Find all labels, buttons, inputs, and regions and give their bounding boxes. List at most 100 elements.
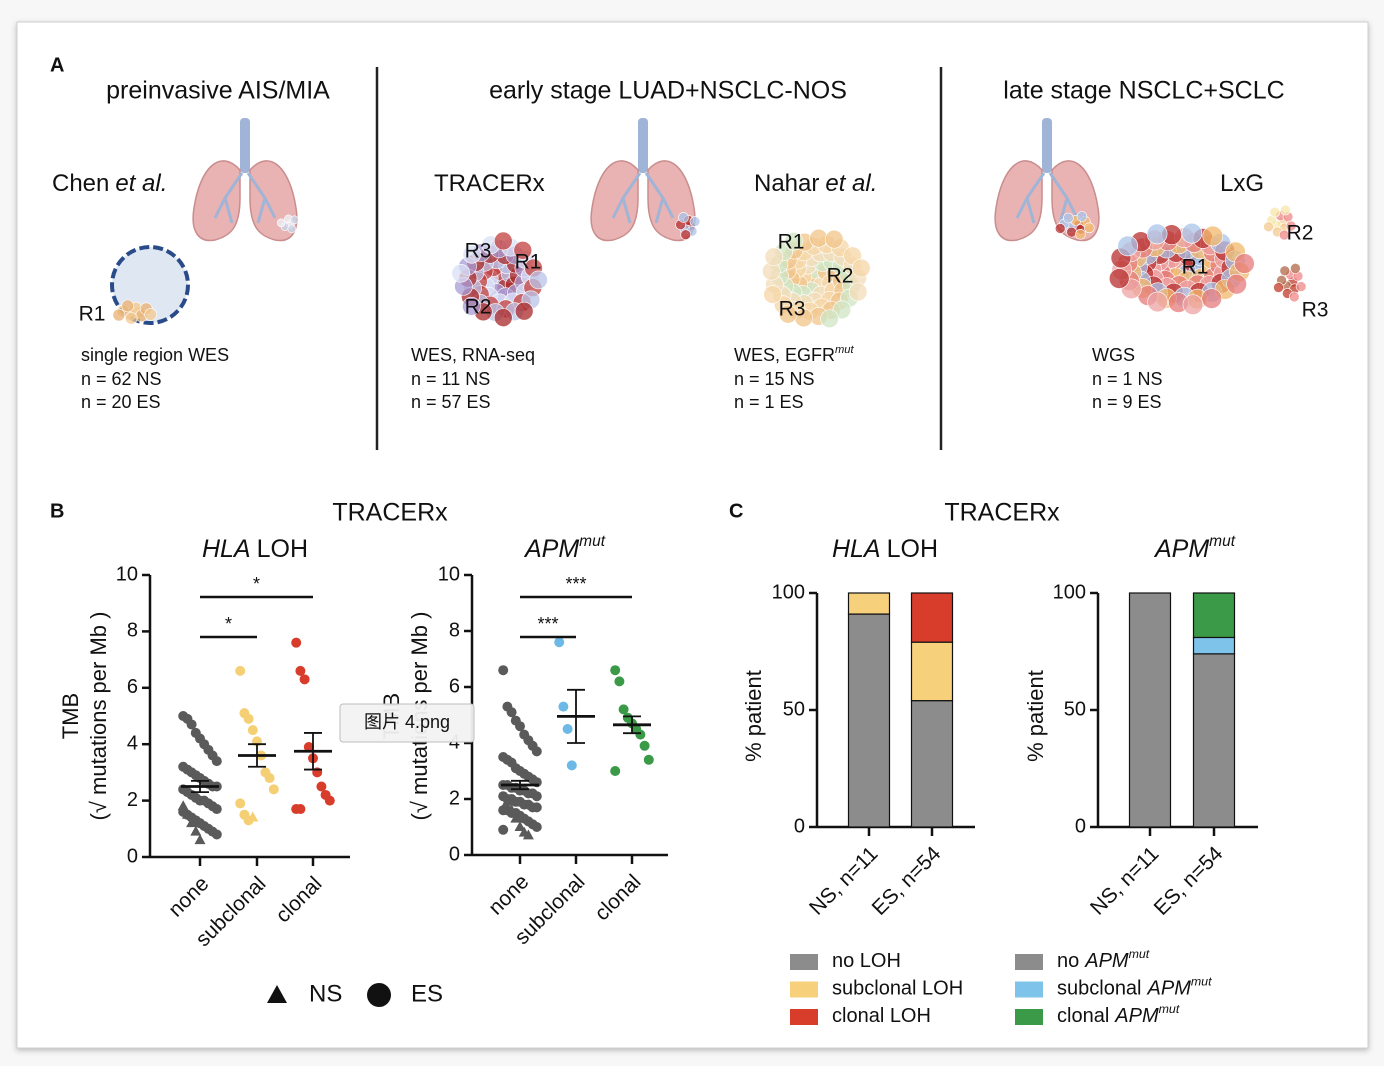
data-point <box>501 795 513 806</box>
y-tick-label: 0 <box>1075 815 1086 837</box>
legend-marker <box>267 985 287 1003</box>
frame <box>16 21 1369 1049</box>
y-axis-label: % patient <box>1023 670 1048 762</box>
data-point <box>211 829 222 840</box>
tumor-cell <box>1279 265 1291 277</box>
study-count: n = 1 NS <box>1092 369 1163 389</box>
legend-label-part: subclonal <box>1057 978 1142 1000</box>
bar-segment <box>1192 636 1236 655</box>
tumor-cell <box>851 258 871 278</box>
study-name-part: TRACERx <box>434 170 545 197</box>
tumor-cell <box>764 247 784 267</box>
y-tick-label: 2 <box>449 787 460 809</box>
chart-title-part: LOH <box>257 535 308 563</box>
tumor-cell <box>1147 291 1168 313</box>
study-method: WES, RNA-seq <box>411 345 535 365</box>
data-point <box>235 665 246 676</box>
tumor-cell <box>1075 229 1086 240</box>
tumor-cell <box>824 229 844 249</box>
region-label: R3 <box>465 240 492 263</box>
study-method-part: single region WES <box>81 345 229 365</box>
data-point <box>190 825 202 836</box>
legend-swatch <box>1015 981 1043 998</box>
tumor-cell <box>820 309 839 329</box>
data-point <box>498 824 509 835</box>
chart-title-part: APM <box>1153 535 1209 563</box>
study-method: single region WES <box>81 345 229 365</box>
y-axis-label: (√ mutations per Mb ) <box>86 612 111 821</box>
tumor-cell <box>1285 220 1297 232</box>
legend-label: no LOH <box>832 950 901 972</box>
study-method-part: WES, RNA-seq <box>411 345 535 365</box>
region-label: R2 <box>827 265 854 288</box>
y-axis-label: % patient <box>741 670 766 762</box>
tumor-cell <box>1295 281 1307 292</box>
tooltip-box <box>339 703 475 743</box>
chart-title: APMmut <box>1153 533 1236 563</box>
data-point <box>243 713 254 724</box>
legend-label-part: APM <box>1147 978 1192 1000</box>
data-point <box>295 804 306 815</box>
panel-label: B <box>50 500 64 522</box>
data-point <box>247 725 258 736</box>
bar-segment <box>1192 653 1236 828</box>
tumor-cell <box>678 212 689 223</box>
study-count: n = 11 NS <box>411 369 490 389</box>
study-name-part: et al. <box>825 170 877 197</box>
tumor-cell <box>290 215 299 225</box>
tumor-cell <box>1278 229 1290 241</box>
data-point <box>235 798 246 809</box>
data-point <box>316 781 327 792</box>
tumor-cell <box>1290 263 1301 274</box>
data-point <box>531 791 542 802</box>
panel-title: TRACERx <box>332 499 448 527</box>
tumor-cell <box>493 231 513 251</box>
legend-label-part: APM <box>1084 950 1129 972</box>
study-method-part: WGS <box>1092 345 1135 365</box>
tumor-cell <box>809 228 828 248</box>
panel-label: C <box>729 500 743 522</box>
legend-swatch <box>1015 954 1043 970</box>
chart-title: HLA LOH <box>832 535 938 563</box>
data-point <box>194 834 206 845</box>
y-tick-label: 2 <box>127 789 138 811</box>
tumor-cell <box>462 297 481 316</box>
y-tick-label: 50 <box>783 698 805 720</box>
region-label: R1 <box>1182 256 1209 279</box>
study-count: n = 9 ES <box>1092 392 1162 412</box>
data-point <box>506 707 517 718</box>
legend-label: subclonal APMmut <box>1057 975 1212 1000</box>
data-point <box>610 665 621 676</box>
section-title: late stage NSCLC+SCLC <box>1003 77 1284 105</box>
tumor-cell <box>1288 291 1300 303</box>
tumor-cell <box>763 285 782 304</box>
significance-label: *** <box>537 614 558 634</box>
legend-label-part: mut <box>1191 975 1212 989</box>
bar-segment <box>1128 592 1172 828</box>
study-name: TRACERx <box>434 170 545 197</box>
tumor-cell <box>1117 235 1139 257</box>
tumor-cell <box>784 231 804 251</box>
region-label: R2 <box>465 296 492 319</box>
data-point <box>324 795 335 806</box>
panel-title: TRACERx <box>944 499 1060 527</box>
legend-label: subclonal LOH <box>832 978 963 1000</box>
legend-swatch <box>790 981 818 998</box>
legend-label-part: subclonal LOH <box>832 978 963 1000</box>
data-point <box>531 802 542 813</box>
tumor-cell <box>144 308 157 321</box>
data-point <box>498 665 509 676</box>
legend-label: no APMmut <box>1057 947 1150 972</box>
region-label: R2 <box>1287 222 1314 245</box>
tumor-cell <box>1202 225 1224 247</box>
data-point <box>515 721 525 732</box>
tumor-illustrations <box>112 204 1307 329</box>
tumor-cell <box>778 304 798 324</box>
tumor-cell <box>514 301 534 321</box>
chart-title-part: LOH <box>887 535 938 563</box>
tumor-cell <box>1108 268 1130 289</box>
legend-marker <box>367 983 391 1007</box>
significance-label: * <box>253 574 260 594</box>
tumor-cell <box>1063 212 1074 224</box>
tumor-cell <box>287 224 297 234</box>
